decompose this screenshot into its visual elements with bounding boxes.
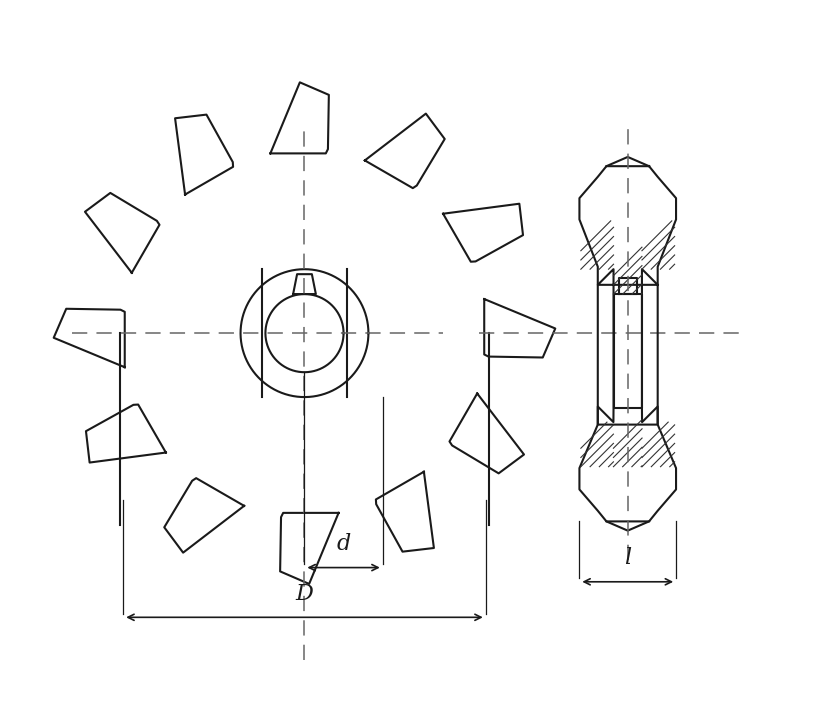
Text: D: D — [296, 583, 314, 604]
Text: d: d — [337, 533, 350, 555]
Text: l: l — [624, 547, 632, 569]
